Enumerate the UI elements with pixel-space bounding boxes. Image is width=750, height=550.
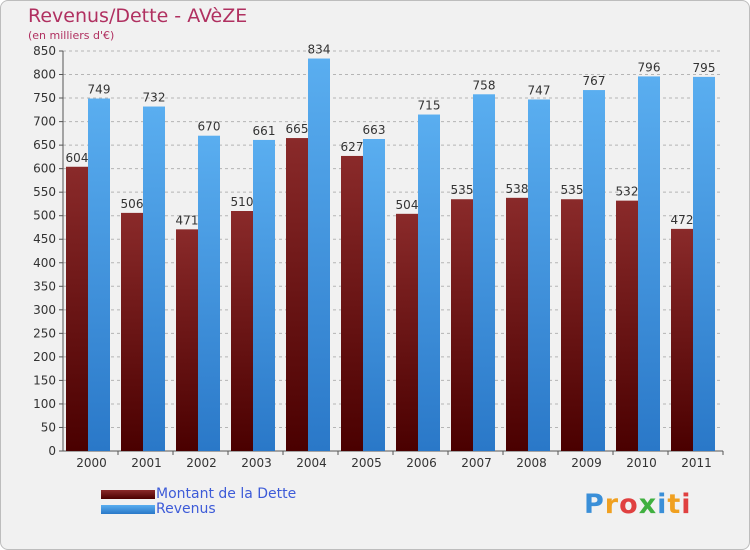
x-tick-label: 2000 [76, 456, 107, 470]
bar-revenus-2003 [253, 139, 275, 452]
x-tick-label: 2001 [131, 456, 162, 470]
chart-subtitle: (en milliers d'€) [28, 29, 115, 42]
data-label-debt-2011: 472 [671, 213, 694, 227]
data-label-debt-2001: 506 [121, 197, 144, 211]
bar-debt-2009 [561, 199, 583, 451]
data-label-revenus-2009: 767 [583, 74, 606, 88]
bar-revenus-2011 [693, 76, 715, 451]
x-tick-label: 2003 [241, 456, 272, 470]
x-tick-label: 2006 [406, 456, 437, 470]
grid-lines [63, 50, 723, 452]
data-labels: 604 749 506 732 471 670 510 661 665 834 627 663 504 7… [66, 43, 716, 228]
y-tick-label: 150 [33, 373, 56, 387]
x-tick-label: 2010 [626, 456, 657, 470]
data-label-debt-2008: 538 [506, 182, 529, 196]
data-label-debt-2004: 665 [286, 122, 309, 136]
bar-revenus-2004 [308, 58, 330, 451]
bars [66, 58, 715, 452]
chart-title: Revenus/Dette - AVèZE [28, 5, 248, 27]
data-label-revenus-2004: 834 [308, 43, 331, 57]
y-tick-label: 550 [33, 185, 56, 199]
y-tick-label: 850 [33, 44, 56, 58]
x-tick-label: 2008 [516, 456, 547, 470]
bar-debt-2004 [286, 138, 308, 451]
data-label-revenus-2003: 661 [253, 124, 276, 138]
proxiti-logo: Proxiti [584, 489, 692, 520]
bar-debt-2001 [121, 212, 143, 451]
data-label-debt-2007: 535 [451, 183, 474, 197]
bar-debt-2006 [396, 213, 418, 451]
bar-debt-2007 [451, 199, 473, 451]
data-label-debt-2003: 510 [231, 195, 254, 209]
bar-debt-2010 [616, 200, 638, 451]
bar-revenus-2007 [473, 94, 495, 451]
data-label-debt-2009: 535 [561, 183, 584, 197]
legend-label-revenus: Revenus [156, 501, 216, 517]
bar-revenus-2008 [528, 99, 550, 452]
x-tick-label: 2004 [296, 456, 327, 470]
y-tick-label: 100 [33, 397, 56, 411]
y-tick-label: 0 [48, 444, 56, 458]
bar-revenus-2002 [198, 135, 220, 452]
bar-debt-2008 [506, 197, 528, 451]
x-tick-label: 2007 [461, 456, 492, 470]
bar-debt-2000 [66, 166, 88, 451]
bar-debt-2005 [341, 155, 363, 452]
data-label-revenus-2006: 715 [418, 99, 441, 113]
data-label-revenus-2000: 749 [88, 83, 111, 97]
data-label-revenus-2001: 732 [143, 91, 166, 105]
data-label-revenus-2008: 747 [528, 83, 551, 97]
data-label-revenus-2010: 796 [638, 60, 661, 74]
y-tick-label: 250 [33, 326, 56, 340]
data-label-debt-2006: 504 [396, 198, 419, 212]
axes: 0 50 100 150 200 250 300 350 400 450 500 550 600 650 7… [33, 44, 724, 470]
data-label-debt-2000: 604 [66, 151, 89, 165]
data-label-debt-2002: 471 [176, 213, 199, 227]
y-tick-label: 300 [33, 303, 56, 317]
bar-revenus-2006 [418, 114, 440, 451]
bar-revenus-2000 [88, 98, 110, 451]
y-tick-label: 200 [33, 350, 56, 364]
bar-debt-2011 [671, 228, 693, 451]
y-tick-label: 400 [33, 256, 56, 270]
legend-swatch-debt [101, 490, 155, 499]
x-tick-label: 2009 [571, 456, 602, 470]
x-tick-label: 2002 [186, 456, 217, 470]
x-tick-label: 2011 [681, 456, 712, 470]
y-tick-label: 600 [33, 162, 56, 176]
y-tick-label: 500 [33, 209, 56, 223]
y-tick-label: 800 [33, 68, 56, 82]
data-label-debt-2010: 532 [616, 185, 639, 199]
plot-area [63, 51, 723, 451]
bar-revenus-2001 [143, 106, 165, 451]
y-tick-label: 50 [41, 420, 56, 434]
y-tick-label: 650 [33, 138, 56, 152]
data-label-revenus-2002: 670 [198, 120, 221, 134]
legend-label-debt: Montant de la Dette [156, 486, 297, 502]
y-tick-label: 700 [33, 115, 56, 129]
legend-swatch-revenus [101, 505, 155, 514]
bar-revenus-2010 [638, 76, 660, 451]
bar-debt-2003 [231, 211, 253, 451]
data-label-debt-2005: 627 [341, 140, 364, 154]
data-label-revenus-2007: 758 [473, 78, 496, 92]
x-tick-label: 2005 [351, 456, 382, 470]
y-tick-label: 350 [33, 279, 56, 293]
bar-revenus-2005 [363, 139, 385, 451]
y-tick-label: 750 [33, 91, 56, 105]
bar-revenus-2009 [583, 90, 605, 451]
y-tick-label: 450 [33, 232, 56, 246]
bar-debt-2002 [176, 229, 198, 451]
data-label-revenus-2011: 795 [693, 61, 716, 75]
data-label-revenus-2005: 663 [363, 123, 386, 137]
